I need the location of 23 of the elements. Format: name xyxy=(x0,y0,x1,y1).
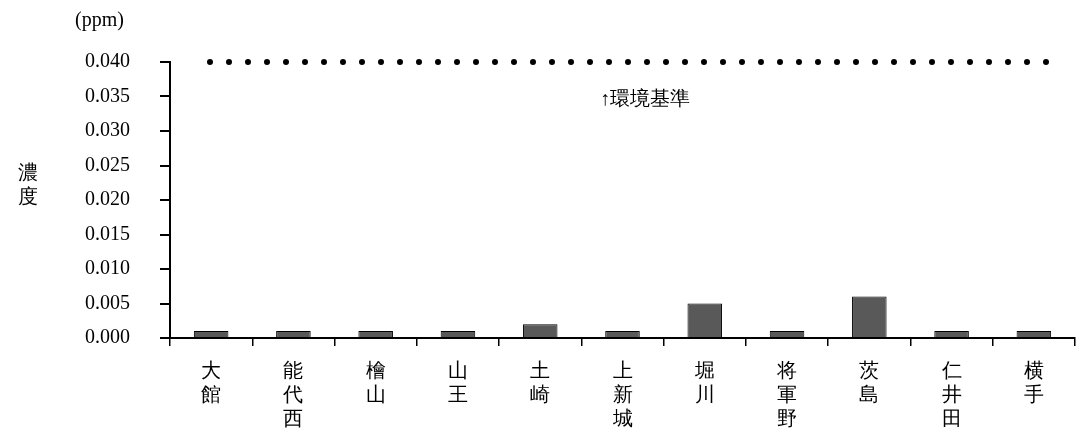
x-tick-label: 茨島 xyxy=(859,359,880,406)
y-tick-label: 0.015 xyxy=(85,221,130,244)
x-tick-label: 将軍野 xyxy=(776,359,798,430)
y-tick-label: 0.010 xyxy=(85,256,130,279)
y-tick-label: 0.000 xyxy=(85,325,130,348)
x-tick-label: 仁井田 xyxy=(940,359,962,430)
x-tick-label: 上新城 xyxy=(611,359,633,430)
y-tick-label: 0.040 xyxy=(85,49,130,72)
x-tick-label: 横手 xyxy=(1023,359,1044,406)
y-tick-label: 0.035 xyxy=(85,83,130,106)
y-tick-label: 0.020 xyxy=(85,187,130,210)
x-tick-label: 山王 xyxy=(447,359,468,406)
x-tick-label: 堀川 xyxy=(693,359,715,406)
x-tick-label: 檜山 xyxy=(365,359,386,406)
ref-line-label: ↑環境基準 xyxy=(599,87,690,110)
text: (ppm) xyxy=(75,8,124,31)
y-tick-label: 0.030 xyxy=(85,118,130,141)
x-tick-label: 土崎 xyxy=(530,359,551,406)
x-tick-label: 大館 xyxy=(201,359,222,406)
y-tick-label: 0.025 xyxy=(85,152,130,175)
y-axis-title: 濃度 xyxy=(18,160,38,208)
y-tick-label: 0.005 xyxy=(85,290,130,313)
x-tick-label: 能代西 xyxy=(282,359,304,430)
